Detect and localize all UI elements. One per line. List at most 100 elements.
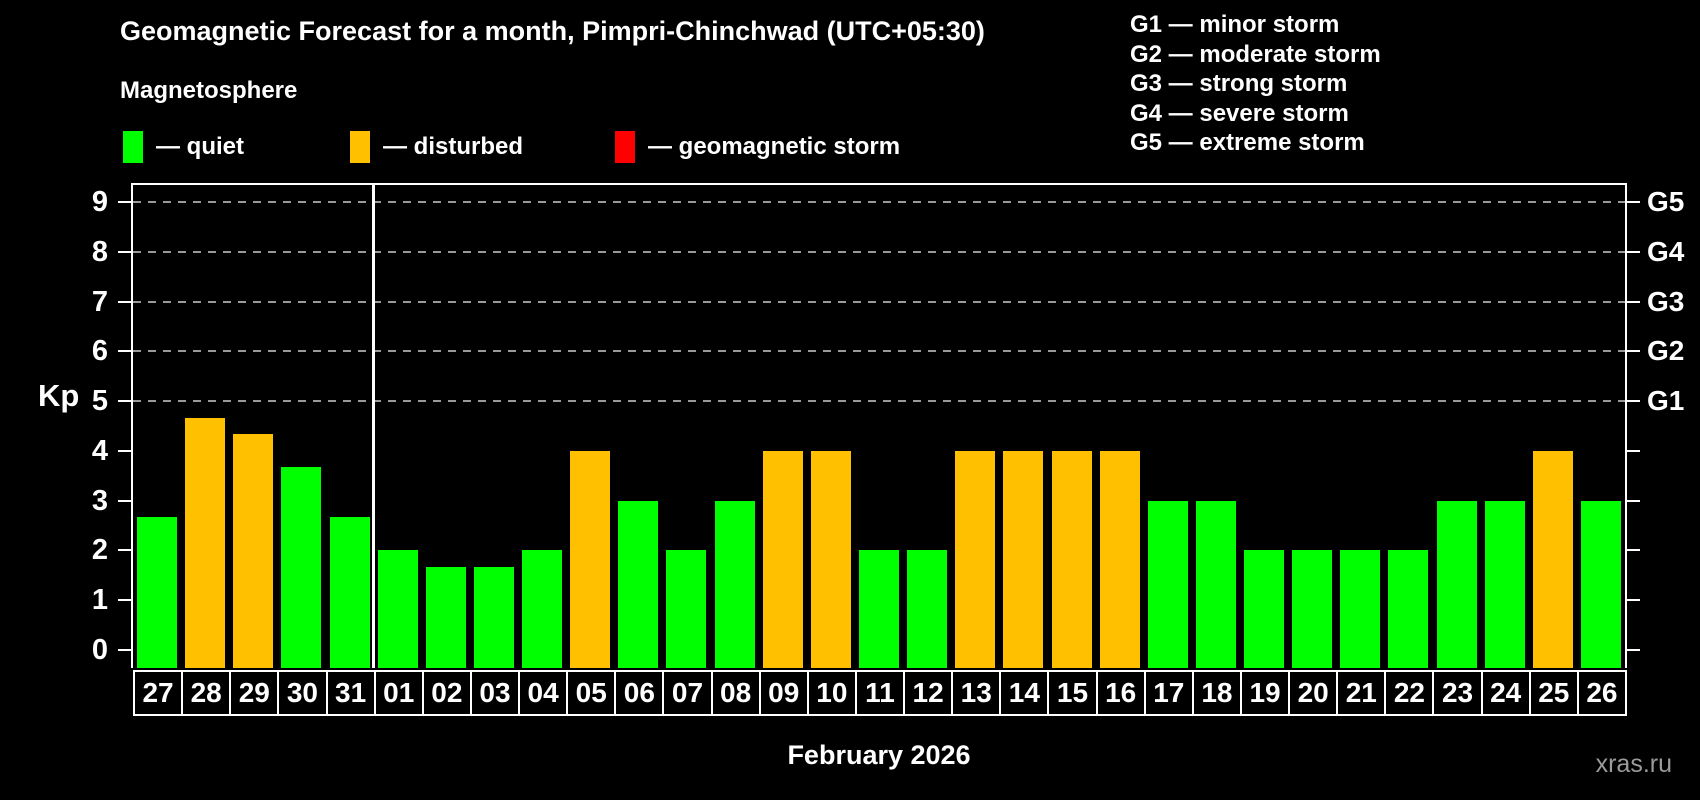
day-label-17: 17 — [1143, 670, 1194, 716]
day-label-09: 09 — [758, 670, 809, 716]
legend-item-disturbed: — disturbed — [350, 130, 523, 164]
y-tick-label-5: 5 — [91, 385, 108, 418]
kp-bar-day-08 — [714, 500, 755, 668]
y-tick-right-7 — [1627, 300, 1640, 303]
right-axis-label-g2: G2 — [1647, 335, 1685, 367]
gridline-kp6 — [133, 350, 1625, 353]
kp-bar-day-13 — [955, 450, 996, 668]
kp-bar-day-25 — [1532, 450, 1573, 668]
day-label-30: 30 — [277, 670, 328, 716]
y-tick-label-0: 0 — [91, 634, 108, 666]
kp-bar-day-21 — [1340, 550, 1381, 668]
y-tick-left-8 — [118, 250, 131, 253]
day-label-29: 29 — [229, 670, 280, 716]
y-tick-label-7: 7 — [91, 285, 108, 318]
kp-bar-day-30 — [281, 467, 322, 668]
kp-bar-day-28 — [185, 417, 226, 668]
y-tick-left-9 — [118, 200, 131, 203]
day-label-02: 02 — [421, 670, 472, 716]
plot-top-border — [131, 183, 1627, 185]
y-tick-right-9 — [1627, 200, 1640, 203]
g-scale-item-g1: G1 — minor storm — [1130, 11, 1340, 38]
kp-bar-day-22 — [1388, 550, 1429, 668]
g-scale-legend: G1 — minor storm G2 — moderate storm G3 … — [1130, 10, 1381, 158]
kp-bar-day-23 — [1436, 500, 1477, 668]
day-label-18: 18 — [1191, 670, 1242, 716]
storm-color-swatch — [615, 131, 635, 163]
legend-item-quiet: — quiet — [123, 130, 244, 164]
day-label-23: 23 — [1432, 670, 1483, 716]
gridline-kp8 — [133, 250, 1625, 253]
y-tick-right-2 — [1627, 549, 1640, 552]
right-axis-label-g4: G4 — [1647, 235, 1685, 267]
kp-bar-day-07 — [666, 550, 707, 668]
day-label-20: 20 — [1288, 670, 1339, 716]
watermark: xras.ru — [1595, 750, 1672, 778]
chart-title: Geomagnetic Forecast for a month, Pimpri… — [120, 16, 985, 46]
right-axis-label-g1: G1 — [1647, 385, 1685, 417]
day-label-04: 04 — [518, 670, 569, 716]
day-label-05: 05 — [566, 670, 617, 716]
y-tick-right-0 — [1627, 649, 1640, 651]
y-tick-label-4: 4 — [91, 434, 108, 467]
kp-bar-day-15 — [1051, 450, 1092, 668]
month-separator-line — [372, 183, 376, 668]
right-axis-label-g3: G3 — [1647, 285, 1685, 317]
gridline-kp9 — [133, 200, 1625, 203]
kp-bar-day-26 — [1580, 500, 1621, 668]
kp-bar-day-16 — [1099, 450, 1140, 668]
day-label-24: 24 — [1480, 670, 1531, 716]
y-axis-title: Kp — [38, 378, 80, 413]
kp-bar-day-20 — [1292, 550, 1333, 668]
kp-bar-day-01 — [377, 550, 418, 668]
day-label-19: 19 — [1239, 670, 1291, 716]
y-tick-right-4 — [1627, 449, 1640, 452]
kp-bar-day-27 — [137, 517, 178, 668]
day-label-06: 06 — [614, 670, 665, 716]
y-tick-right-6 — [1627, 350, 1640, 353]
kp-bar-day-03 — [473, 566, 514, 668]
disturbed-color-swatch — [350, 131, 370, 163]
kp-bar-day-09 — [762, 450, 803, 668]
day-label-03: 03 — [469, 670, 521, 716]
kp-bar-day-17 — [1147, 500, 1188, 668]
g-scale-item-g5: G5 — extreme storm — [1130, 129, 1365, 156]
y-tick-left-3 — [118, 499, 131, 502]
y-tick-left-4 — [118, 449, 131, 452]
g-scale-item-g4: G4 — severe storm — [1130, 99, 1349, 127]
day-label-22: 22 — [1384, 670, 1435, 716]
y-axis-right-line — [1625, 183, 1627, 668]
y-tick-left-2 — [118, 549, 131, 552]
kp-bar-day-18 — [1195, 500, 1236, 668]
x-axis-title: February 2026 — [787, 740, 971, 770]
y-tick-right-1 — [1627, 599, 1640, 602]
day-label-26: 26 — [1576, 670, 1627, 716]
y-tick-label-1: 1 — [91, 584, 108, 617]
day-label-14: 14 — [999, 670, 1050, 716]
day-label-27: 27 — [133, 670, 184, 716]
g-scale-item-g2: G2 — moderate storm — [1130, 40, 1381, 68]
day-label-row: 27 28 29 30 31 01 02 03 04 05 06 07 08 09 10 11 12 13 14 15… — [133, 670, 1629, 716]
y-tick-left-0 — [118, 649, 131, 651]
day-label-01: 01 — [373, 670, 424, 716]
day-label-13: 13 — [951, 670, 1002, 716]
storm-legend-label: — geomagnetic storm — [648, 133, 901, 160]
kp-bar-day-02 — [425, 566, 466, 668]
day-label-10: 10 — [806, 670, 857, 716]
kp-bar-day-14 — [1003, 450, 1044, 668]
day-label-15: 15 — [1047, 670, 1098, 716]
right-axis-label-g5: G5 — [1647, 185, 1685, 217]
quiet-legend-label: — quiet — [156, 133, 244, 160]
kp-bar-day-24 — [1484, 500, 1525, 668]
y-tick-left-1 — [118, 599, 131, 602]
kp-bar-day-31 — [329, 517, 370, 668]
y-tick-label-9: 9 — [91, 185, 108, 218]
kp-bar-day-19 — [1244, 550, 1285, 668]
y-tick-label-8: 8 — [91, 235, 108, 268]
kp-bar-day-05 — [570, 450, 611, 668]
y-tick-right-5 — [1627, 400, 1640, 403]
day-label-16: 16 — [1095, 670, 1146, 716]
y-tick-label-3: 3 — [91, 484, 108, 517]
y-tick-label-6: 6 — [91, 335, 108, 368]
